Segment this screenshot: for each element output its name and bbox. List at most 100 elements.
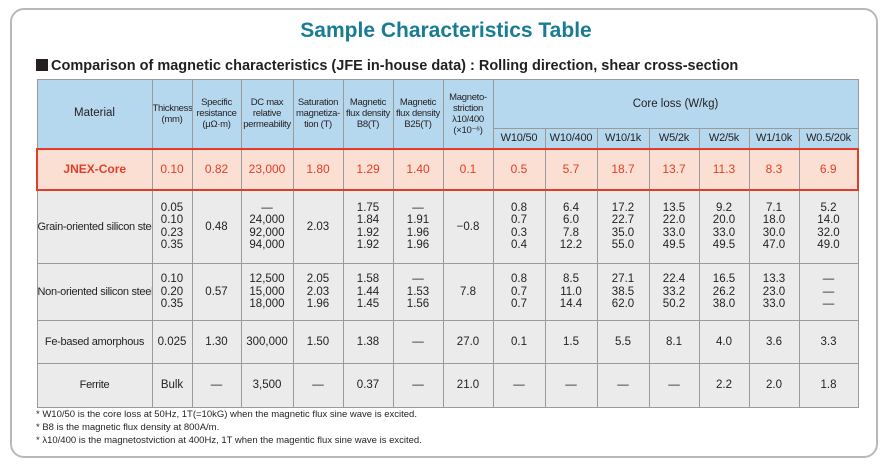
- cell-value: 47.0: [762, 239, 786, 252]
- flux-b25-cell: 1.40: [392, 147, 444, 191]
- flux-b8-cell: 0.37: [342, 363, 394, 408]
- cell-value: 5.2: [820, 201, 837, 214]
- w0-5-20k-cell: 1.8: [798, 363, 859, 408]
- header-flux-b25: Magnetic flux density B25(T): [392, 79, 444, 149]
- cell-value: 1.91: [406, 214, 430, 227]
- cell-value: 0.48: [205, 220, 228, 233]
- saturation-cell: —: [292, 363, 344, 408]
- w10-1k-cell: —: [596, 363, 650, 408]
- w10-50-cell: 0.8 0.7 0.7: [492, 263, 546, 321]
- header-w1-10k: W1/10k: [748, 128, 800, 149]
- cell-value: 20.0: [712, 214, 736, 227]
- permeability-cell: 23,000: [240, 147, 294, 191]
- cell-value: 23.0: [762, 285, 786, 298]
- cell-value: 2.03: [306, 220, 330, 233]
- thickness-cell: 0.10: [151, 147, 193, 191]
- footnote: * B8 is the magnetic flux density at 800…: [36, 422, 220, 433]
- cell-value: 38.5: [611, 285, 635, 298]
- resistance-cell: —: [191, 363, 242, 408]
- cell-value: —: [261, 201, 273, 214]
- table-frame: [10, 8, 878, 458]
- cell-value: 24,000: [249, 214, 285, 227]
- cell-value: 12,500: [249, 273, 285, 286]
- cell-value: 0.8: [511, 201, 527, 214]
- magnetostriction-cell: −0.8: [442, 189, 494, 264]
- cell-value: 0.23: [160, 226, 184, 239]
- header-saturation: Saturation magnetiza-tion (T): [292, 79, 344, 149]
- table-row: JNEX-Core 0.10 0.82 23,000 1.80 1.29 1.40 0.1 0.…: [36, 147, 859, 191]
- footnote: * W10/50 is the core loss at 50Hz, 1T(=1…: [36, 409, 417, 420]
- w1-10k-cell: 2.0: [748, 363, 800, 408]
- header-permeability: DC max relative permeability: [240, 79, 294, 149]
- square-bullet-icon: [36, 59, 48, 71]
- cell-value: 13.3: [762, 273, 786, 286]
- cell-value: 7.8: [563, 226, 579, 239]
- cell-value: 1.56: [406, 298, 430, 311]
- page-title: Sample Characteristics Table: [300, 19, 592, 42]
- cell-value: 22.7: [611, 214, 635, 227]
- w1-10k-cell: 3.6: [748, 320, 800, 364]
- cell-value: 9.2: [716, 201, 732, 214]
- cell-value: 35.0: [611, 226, 635, 239]
- cell-value: 27.1: [611, 273, 635, 286]
- saturation-cell: 2.05 2.03 1.96: [292, 263, 344, 321]
- cell-value: 49.0: [817, 239, 840, 252]
- cell-value: 13.5: [662, 201, 686, 214]
- flux-b8-cell: 1.75 1.84 1.92 1.92: [342, 189, 394, 264]
- w10-1k-cell: 27.1 38.5 62.0: [596, 263, 650, 321]
- cell-value: 2.05: [306, 273, 330, 286]
- permeability-cell: 3,500: [240, 363, 294, 408]
- cell-value: 94,000: [249, 239, 285, 252]
- cell-value: 1.44: [356, 285, 380, 298]
- cell-value: −0.8: [456, 220, 480, 233]
- resistance-cell: 0.48: [191, 189, 242, 264]
- w2-5k-cell: 9.2 20.0 33.0 49.5: [698, 189, 750, 264]
- cell-value: 14.0: [817, 214, 840, 227]
- header-w2-5k: W2/5k: [698, 128, 750, 149]
- w0-5-20k-cell: 6.9: [798, 147, 859, 191]
- w10-400-cell: 6.4 6.0 7.8 12.2: [544, 189, 598, 264]
- thickness-cell: 0.025: [151, 320, 193, 364]
- w5-2k-cell: 13.5 22.0 33.0 49.5: [648, 189, 700, 264]
- w5-2k-cell: 22.4 33.2 50.2: [648, 263, 700, 321]
- table-subtitle: Comparison of magnetic characteristics (…: [36, 58, 738, 74]
- cell-value: 1.92: [356, 226, 380, 239]
- thickness-cell: Bulk: [151, 363, 193, 408]
- material-cell: Fe-based amorphous: [36, 320, 153, 364]
- w10-1k-cell: 17.2 22.7 35.0 55.0: [596, 189, 650, 264]
- header-w0-5-20k: W0.5/20k: [798, 128, 859, 149]
- cell-value: 6.4: [563, 201, 579, 214]
- cell-value: 1.84: [356, 214, 380, 227]
- cell-value: 0.3: [511, 226, 527, 239]
- cell-value: 49.5: [712, 239, 736, 252]
- permeability-cell: 300,000: [240, 320, 294, 364]
- cell-value: 32.0: [817, 226, 840, 239]
- resistance-cell: 1.30: [191, 320, 242, 364]
- w10-1k-cell: 18.7: [596, 147, 650, 191]
- material-cell: Non-oriented silicon steel: [36, 263, 153, 321]
- cell-value: 0.7: [511, 285, 527, 298]
- cell-value: 12.2: [559, 239, 583, 252]
- cell-value: 1.53: [406, 285, 430, 298]
- cell-value: 1.96: [406, 226, 430, 239]
- w10-50-cell: 0.5: [492, 147, 546, 191]
- cell-value: 0.4: [511, 239, 527, 252]
- w1-10k-cell: 13.3 23.0 33.0: [748, 263, 800, 321]
- cell-value: 15,000: [249, 285, 285, 298]
- cell-value: 55.0: [611, 239, 635, 252]
- magnetostriction-cell: 0.1: [442, 147, 494, 191]
- material-cell: JNEX-Core: [36, 147, 153, 191]
- cell-value: 11.0: [560, 285, 582, 298]
- cell-value: 0.10: [160, 214, 184, 227]
- cell-value: 92,000: [249, 226, 285, 239]
- w10-400-cell: 8.5 11.0 14.4: [544, 263, 598, 321]
- cell-value: 1.45: [356, 298, 380, 311]
- saturation-cell: 2.03: [292, 189, 344, 264]
- cell-value: 49.5: [662, 239, 686, 252]
- cell-value: 33.0: [712, 226, 736, 239]
- table-row: Non-oriented silicon steel 0.10 0.20 0.35 0.…: [36, 263, 859, 321]
- flux-b8-cell: 1.58 1.44 1.45: [342, 263, 394, 321]
- table-header: Material Thickness (mm) Specific resistanc…: [36, 79, 859, 149]
- flux-b25-cell: —: [392, 320, 444, 364]
- cell-value: 2.03: [306, 285, 330, 298]
